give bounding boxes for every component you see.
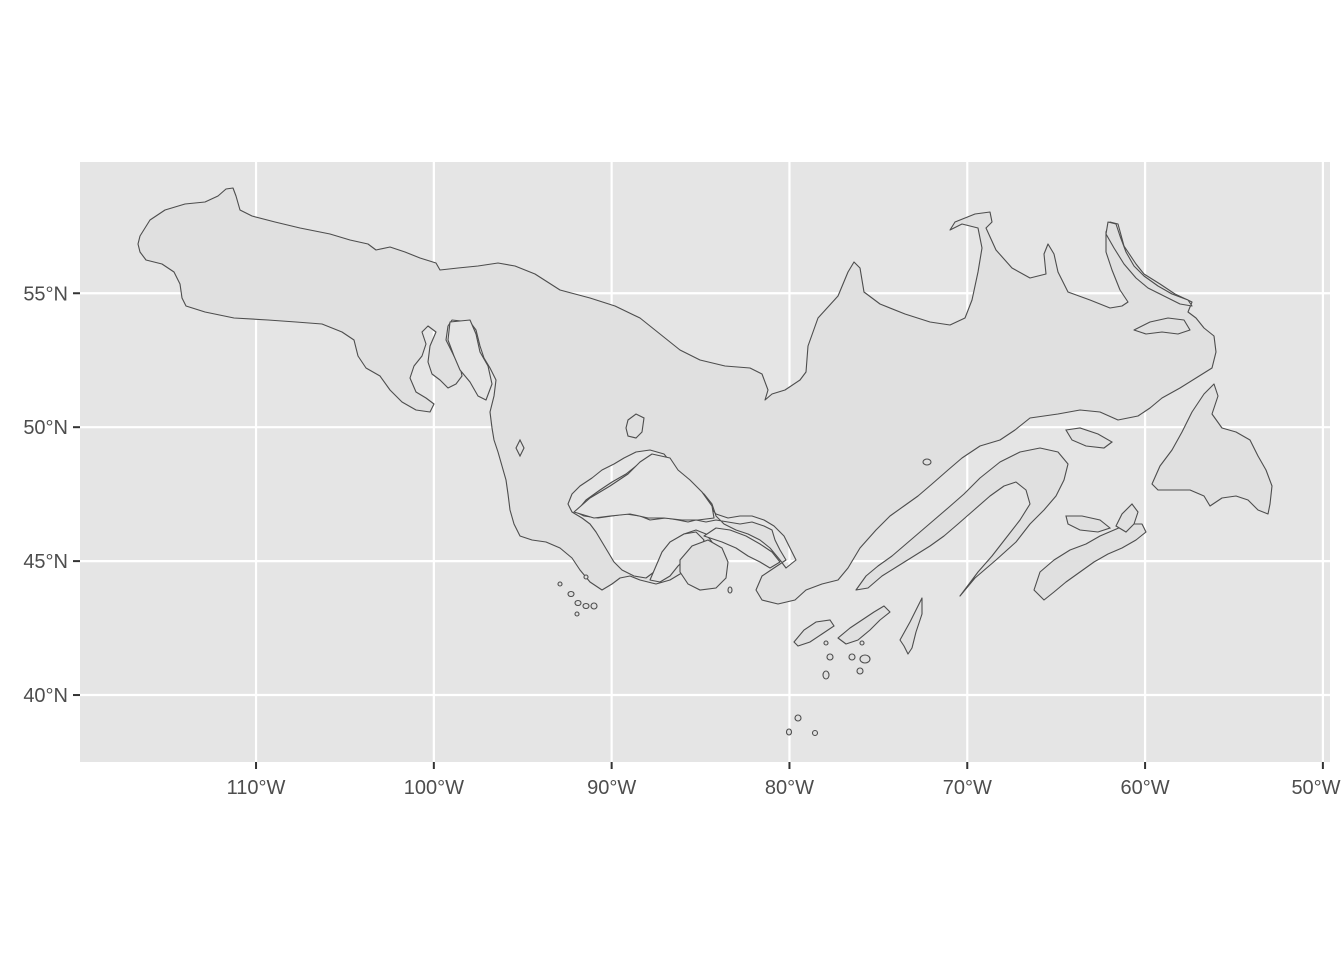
pei: [1065, 515, 1112, 533]
lake-michigan: [649, 531, 705, 583]
islet-13: [574, 599, 582, 607]
islet-10: [811, 729, 819, 737]
islet-18: [727, 586, 733, 594]
cape-breton: [1115, 503, 1139, 533]
x-tick-label: 70°W: [943, 777, 992, 799]
x-tick-label: 50°W: [1291, 777, 1340, 799]
islet-16: [574, 611, 580, 617]
islet-5: [826, 653, 834, 661]
cape-cod: [837, 605, 891, 645]
lake-superior: [573, 453, 715, 521]
islet-7: [859, 640, 865, 646]
x-tick-label: 100°W: [404, 777, 464, 799]
islet-6: [823, 640, 829, 646]
east-coast-strip: [899, 597, 923, 655]
strait-belle-isle-coast: [1133, 317, 1191, 335]
newfoundland: [1151, 383, 1273, 515]
x-tick-label: 110°W: [227, 777, 286, 799]
long-island: [793, 619, 835, 647]
islet-1: [859, 654, 871, 664]
islet-14: [582, 602, 590, 610]
islet-8: [794, 714, 802, 722]
lower-michigan: [679, 539, 729, 591]
nova-scotia: [1033, 523, 1147, 601]
x-tick-label: 80°W: [765, 777, 814, 799]
lake-winnipeg: [447, 319, 493, 401]
lake-huron: [703, 527, 781, 569]
lake-nipigon: [625, 413, 645, 439]
y-tick-label: 50°N: [23, 417, 68, 439]
islet-15: [590, 602, 598, 610]
islet-3: [822, 670, 830, 680]
axes: 110°W 100°W 90°W 80°W 70°W 60°W 50°W 40°N 45°N 50…: [23, 283, 1340, 799]
y-tick-label: 40°N: [23, 685, 68, 707]
x-tick-label: 60°W: [1121, 777, 1170, 799]
islet-2: [848, 653, 856, 661]
islet-17: [583, 574, 589, 580]
islet-4: [856, 667, 864, 675]
islet-11: [557, 581, 563, 587]
islet-12: [567, 590, 575, 598]
anticosti-island: [1065, 427, 1113, 449]
gaspe-peninsula: [855, 447, 1069, 597]
labrador-coast: [1105, 221, 1193, 307]
lake-islet-west: [515, 438, 525, 458]
y-tick-label: 45°N: [23, 551, 68, 573]
y-tick-label: 55°N: [23, 283, 68, 305]
x-tick-label: 90°W: [587, 777, 636, 799]
islet-19: [922, 458, 932, 466]
islet-9: [785, 728, 793, 736]
